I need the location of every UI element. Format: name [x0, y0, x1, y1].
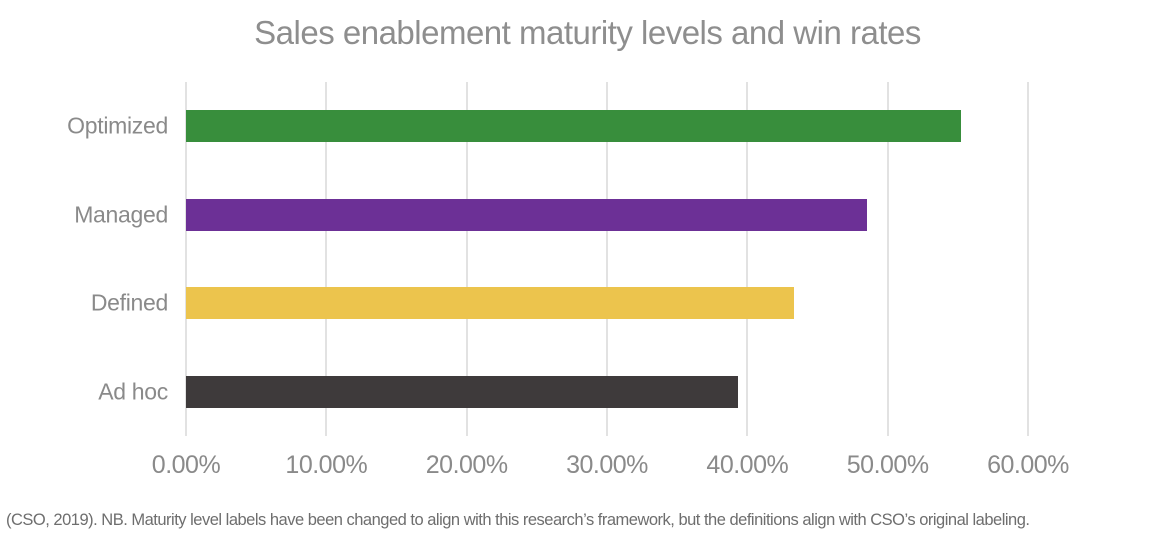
gridline	[606, 82, 608, 436]
gridline	[1027, 82, 1029, 436]
chart-title: Sales enablement maturity levels and win…	[254, 14, 921, 51]
gridline	[185, 82, 187, 436]
category-label-optimized: Optimized	[67, 112, 168, 139]
gridline	[465, 82, 468, 436]
x-tick-label: 60.00%	[987, 451, 1069, 479]
x-tick-label: 0.00%	[151, 451, 221, 479]
bar-managed	[186, 198, 867, 231]
x-tick-label: 50.00%	[846, 451, 929, 479]
bar-defined	[186, 287, 794, 320]
plot-area	[185, 82, 1029, 436]
x-tick-label: 20.00%	[425, 451, 508, 479]
x-tick-label: 10.00%	[285, 451, 368, 479]
category-label-managed: Managed	[74, 201, 168, 228]
category-label-defined: Defined	[90, 289, 168, 316]
gridline	[886, 82, 889, 436]
gridline	[746, 82, 749, 436]
bar-ad-hoc	[186, 375, 738, 408]
chart-footnote: (CSO, 2019). NB. Maturity level labels h…	[6, 511, 1030, 529]
x-tick-label: 40.00%	[706, 451, 789, 479]
gridline	[325, 82, 328, 436]
bar-optimized	[186, 110, 961, 143]
category-label-ad-hoc: Ad hoc	[98, 378, 168, 405]
x-tick-label: 30.00%	[566, 451, 648, 479]
